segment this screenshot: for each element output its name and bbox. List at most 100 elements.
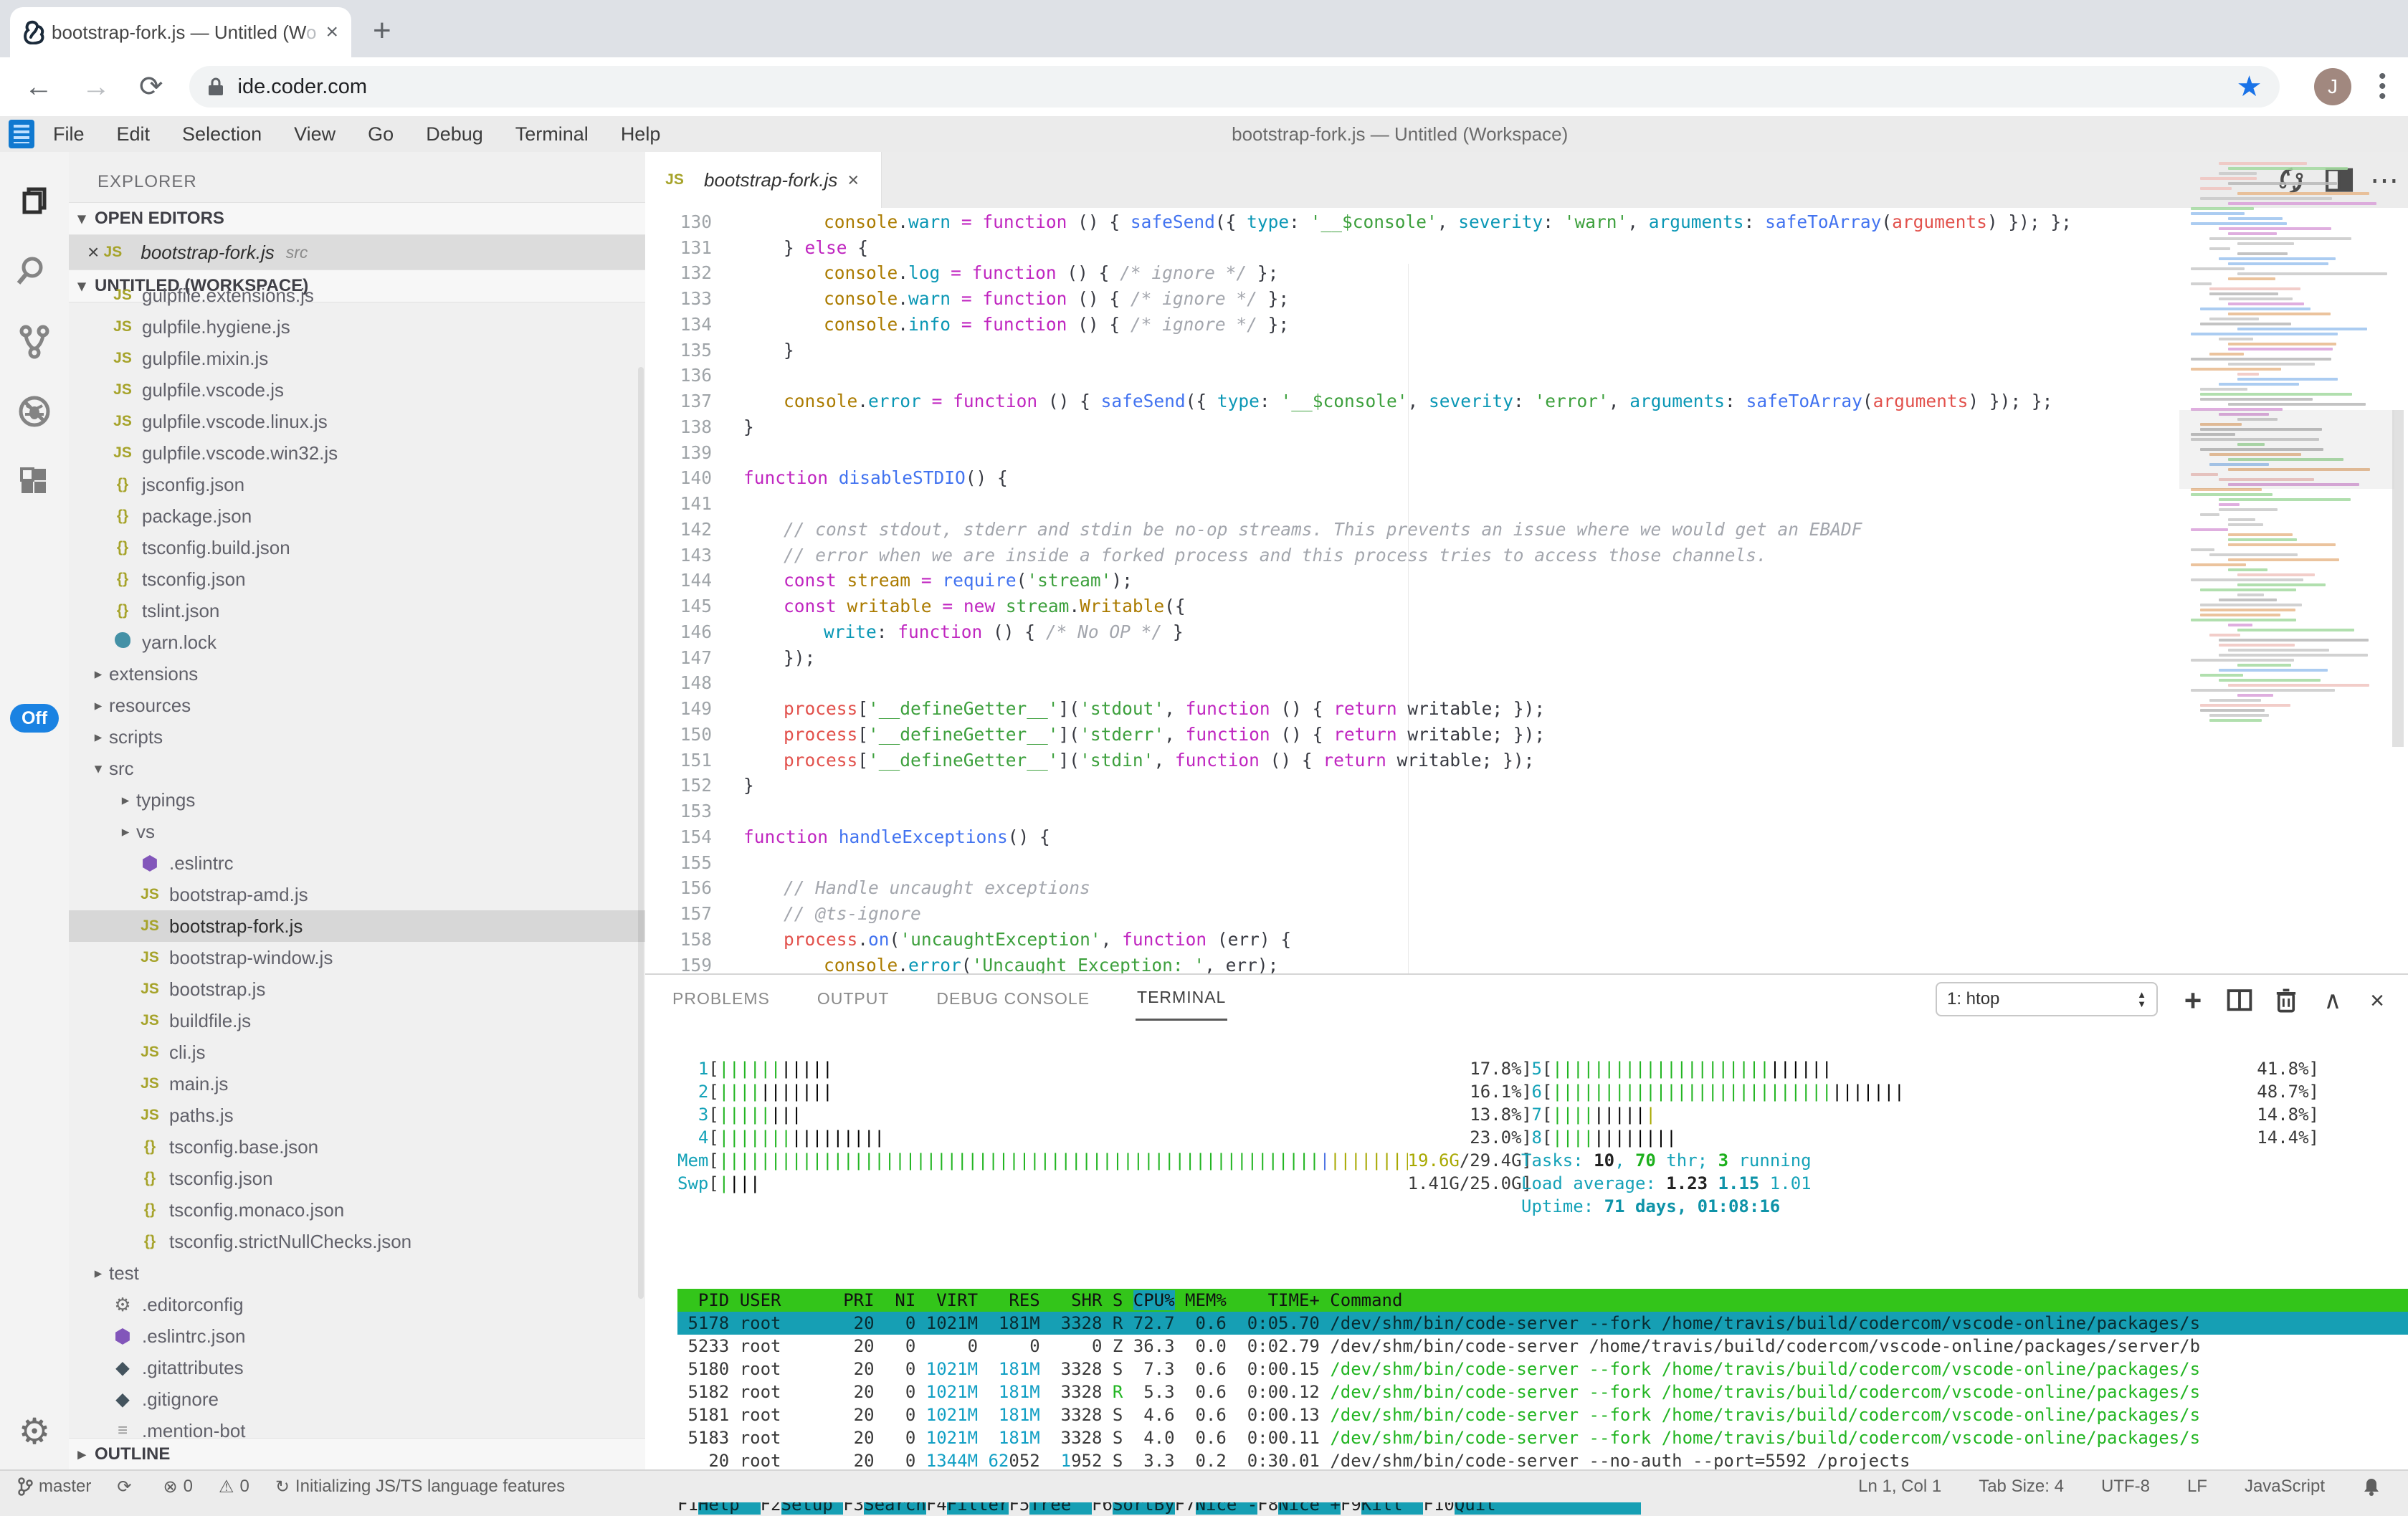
tree-item-.eslintrc.json[interactable]: ⬢ .eslintrc.json <box>69 1320 645 1352</box>
tree-item-src[interactable]: ▾ src <box>69 753 645 784</box>
tree-item-typings[interactable]: ▸ typings <box>69 784 645 816</box>
forward-icon[interactable]: → <box>82 70 110 103</box>
maximize-panel-icon[interactable]: ∧ <box>2323 987 2342 1014</box>
tree-item-resources[interactable]: ▸ resources <box>69 690 645 721</box>
tree-item-bootstrap.js[interactable]: JS bootstrap.js <box>69 973 645 1005</box>
status-item[interactable] <box>2362 1477 2386 1497</box>
tree-item-gulpfile.vscode.linux.js[interactable]: JS gulpfile.vscode.linux.js <box>69 406 645 437</box>
status-item-0[interactable]: ⚠ 0 <box>218 1477 249 1497</box>
status-item-lf[interactable]: LF <box>2186 1477 2207 1496</box>
menu-selection[interactable]: Selection <box>182 123 262 145</box>
status-item-javascript[interactable]: JavaScript <box>2244 1477 2325 1496</box>
tree-item-gulpfile.extensions.js[interactable]: JS gulpfile.extensions.js <box>69 280 645 311</box>
menu-help[interactable]: Help <box>620 123 661 145</box>
tab-close-icon[interactable]: × <box>325 20 338 44</box>
new-tab-button[interactable]: + <box>373 13 391 48</box>
tree-item-.editorconfig[interactable]: ⚙ .editorconfig <box>69 1289 645 1320</box>
status-item-ln-1-col-1[interactable]: Ln 1, Col 1 <box>1858 1477 1942 1496</box>
tree-item-buildfile.js[interactable]: JS buildfile.js <box>69 1005 645 1036</box>
process-row[interactable]: 20 root 20 0 1344M 62052 1952 S 3.3 0.2 … <box>677 1451 1910 1471</box>
menu-file[interactable]: File <box>53 123 85 145</box>
tree-item-.gitignore[interactable]: ◆ .gitignore <box>69 1383 645 1415</box>
close-panel-icon[interactable]: × <box>2370 986 2384 1014</box>
status-item-initializing-js-ts-language-features[interactable]: ↻ Initializing JS/TS language features <box>275 1477 566 1497</box>
reload-icon[interactable]: ⟳ <box>139 71 163 103</box>
editor-tab[interactable]: JS bootstrap-fork.js × <box>645 152 882 208</box>
tree-item-tsconfig.strictNullChecks.json[interactable]: {} tsconfig.strictNullChecks.json <box>69 1226 645 1257</box>
tree-item-tsconfig.build.json[interactable]: {} tsconfig.build.json <box>69 532 645 563</box>
bookmark-star-icon[interactable]: ★ <box>2236 71 2262 103</box>
code-editor[interactable]: 129console.log = function () { safeSend(… <box>645 208 2408 973</box>
status-item-tab-size-4[interactable]: Tab Size: 4 <box>1979 1477 2064 1496</box>
terminal[interactable]: 1[||||||||||| 17.8%] 2[||||||||||| 16.1%] … <box>645 1022 2408 1515</box>
address-bar[interactable]: ide.coder.com ★ <box>189 66 2280 108</box>
tree-item-bootstrap-window.js[interactable]: JS bootstrap-window.js <box>69 942 645 973</box>
tree-item-tsconfig.monaco.json[interactable]: {} tsconfig.monaco.json <box>69 1194 645 1226</box>
tree-item-.gitattributes[interactable]: ◆ .gitattributes <box>69 1352 645 1383</box>
minimap-viewport[interactable] <box>2179 410 2394 489</box>
tree-item-gulpfile.vscode.win32.js[interactable]: JS gulpfile.vscode.win32.js <box>69 437 645 469</box>
process-row[interactable]: 5181 root 20 0 1021M 181M 3328 S 4.6 0.6… <box>677 1405 2201 1425</box>
tree-item-main.js[interactable]: JS main.js <box>69 1068 645 1100</box>
tree-item-scripts[interactable]: ▸ scripts <box>69 721 645 753</box>
tree-item-paths.js[interactable]: JS paths.js <box>69 1100 645 1131</box>
process-row[interactable]: 5233 root 20 0 0 0 0 Z 36.3 0.0 0:02.79 … <box>677 1336 2201 1356</box>
tree-item-tslint.json[interactable]: {} tslint.json <box>69 595 645 626</box>
status-item-utf-8[interactable]: UTF-8 <box>2100 1477 2150 1496</box>
status-item[interactable]: ⟳ <box>117 1477 137 1497</box>
menu-view[interactable]: View <box>294 123 336 145</box>
settings-gear-icon[interactable]: ⚙ <box>18 1411 51 1451</box>
editor-scrollbar[interactable] <box>2392 410 2404 747</box>
panel-tab-debug-console[interactable]: DEBUG CONSOLE <box>936 988 1090 1008</box>
process-row[interactable]: 5178 root 20 0 1021M 181M 3328 R 72.7 0.… <box>677 1312 2408 1335</box>
browser-menu-icon[interactable]: • • • <box>2379 65 2386 108</box>
process-row[interactable]: 5183 root 20 0 1021M 181M 3328 S 4.0 0.6… <box>677 1428 2201 1448</box>
tree-item-extensions[interactable]: ▸ extensions <box>69 658 645 690</box>
panel-tab-output[interactable]: OUTPUT <box>817 988 890 1008</box>
open-editors-header[interactable]: ▾ OPEN EDITORS <box>69 202 645 235</box>
sidebar-scrollbar[interactable] <box>638 367 644 1299</box>
more-actions-icon[interactable]: ⋯ <box>2370 165 2399 196</box>
off-badge[interactable]: Off <box>10 704 59 733</box>
tree-item-bootstrap-amd.js[interactable]: JS bootstrap-amd.js <box>69 879 645 910</box>
panel-tab-terminal[interactable]: TERMINAL <box>1136 976 1228 1021</box>
menu-edit[interactable]: Edit <box>116 123 151 145</box>
split-terminal-icon[interactable] <box>2222 983 2257 1018</box>
process-row[interactable]: 5182 root 20 0 1021M 181M 3328 R 5.3 0.6… <box>677 1382 2201 1402</box>
tree-item-tsconfig.base.json[interactable]: {} tsconfig.base.json <box>69 1131 645 1163</box>
tree-item-yarn.lock[interactable]: yarn.lock <box>69 626 645 658</box>
status-item-0[interactable]: ⊗ 0 <box>163 1477 193 1497</box>
process-row[interactable]: 5180 root 20 0 1021M 181M 3328 S 7.3 0.6… <box>677 1359 2201 1379</box>
debug-icon[interactable] <box>0 377 69 446</box>
tree-item-vs[interactable]: ▸ vs <box>69 816 645 847</box>
search-icon[interactable] <box>0 237 69 305</box>
outline-header[interactable]: ▸ OUTLINE <box>69 1438 645 1469</box>
tree-item-cli.js[interactable]: JS cli.js <box>69 1036 645 1068</box>
tree-item-jsconfig.json[interactable]: {} jsconfig.json <box>69 469 645 500</box>
tree-item-gulpfile.vscode.js[interactable]: JS gulpfile.vscode.js <box>69 374 645 406</box>
explorer-icon[interactable] <box>0 166 69 235</box>
source-control-icon[interactable] <box>0 307 69 376</box>
browser-tab[interactable]: bootstrap-fork.js — Untitled (Wo × <box>10 7 351 57</box>
tree-item-gulpfile.mixin.js[interactable]: JS gulpfile.mixin.js <box>69 343 645 374</box>
browser-avatar[interactable]: J <box>2314 68 2351 105</box>
tab-close-icon[interactable]: × <box>847 168 860 191</box>
panel-tab-problems[interactable]: PROBLEMS <box>672 988 770 1008</box>
workspace-header[interactable]: ▾ UNTITLED (WORKSPACE) <box>69 270 645 302</box>
close-icon[interactable]: × <box>87 241 100 263</box>
extensions-icon[interactable] <box>0 447 69 516</box>
new-terminal-icon[interactable]: + <box>2184 983 2202 1017</box>
minimap[interactable] <box>2188 162 2388 735</box>
terminal-select[interactable]: 1: htop ▲ ▼ <box>1936 982 2158 1016</box>
menu-terminal[interactable]: Terminal <box>515 123 589 145</box>
tree-item-tsconfig.json[interactable]: {} tsconfig.json <box>69 563 645 595</box>
kill-terminal-icon[interactable] <box>2269 983 2303 1018</box>
tree-item-.mention-bot[interactable]: ≡ .mention-bot <box>69 1415 645 1446</box>
tree-item-tsconfig.json[interactable]: {} tsconfig.json <box>69 1163 645 1194</box>
back-icon[interactable]: ← <box>24 70 53 103</box>
htop-table-header[interactable]: PID USER PRI NI VIRT RES SHR S CPU% MEM%… <box>677 1289 2408 1312</box>
status-item-master[interactable]: master <box>17 1477 91 1497</box>
menu-debug[interactable]: Debug <box>426 123 483 145</box>
tree-item-bootstrap-fork.js[interactable]: JS bootstrap-fork.js <box>69 910 645 942</box>
tree-item-.eslintrc[interactable]: ⬢ .eslintrc <box>69 847 645 879</box>
